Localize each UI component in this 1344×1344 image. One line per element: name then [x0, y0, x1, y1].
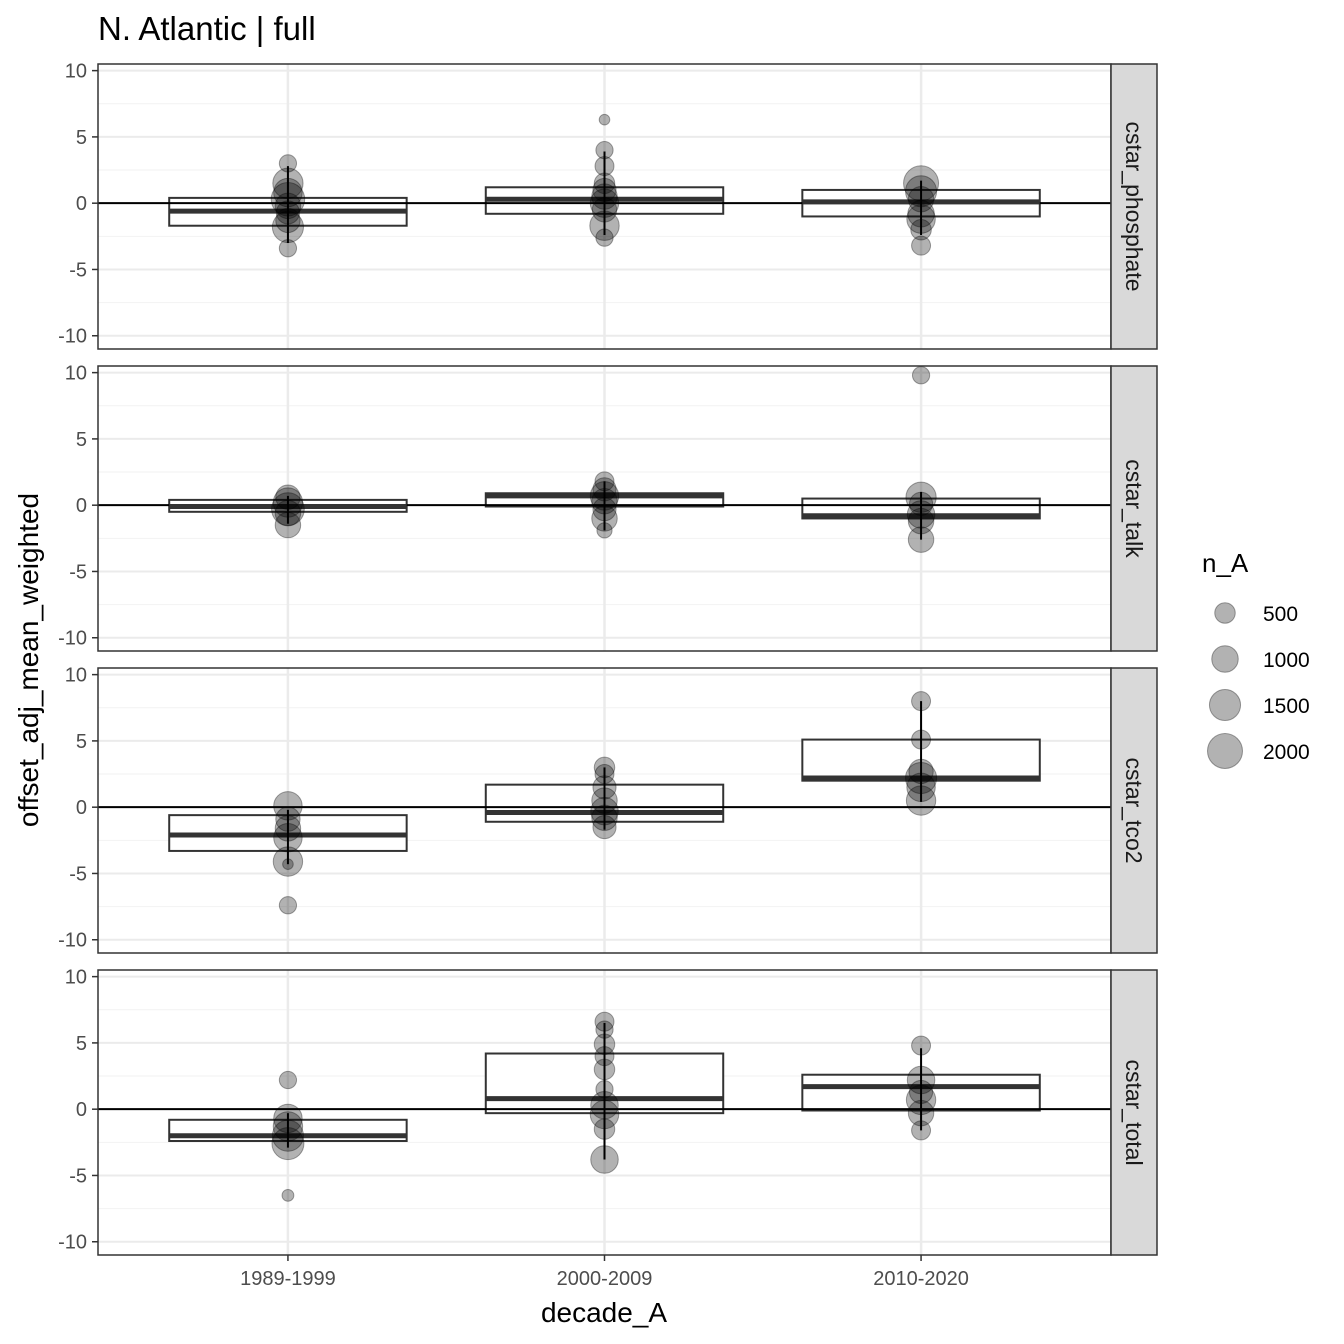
x-tick-label: 2000-2009: [557, 1268, 653, 1290]
y-tick-label: 5: [76, 1033, 87, 1055]
y-tick-label: 10: [65, 363, 87, 385]
y-tick-label: -5: [69, 863, 87, 885]
y-tick-label: -10: [58, 1232, 87, 1254]
facet-strip-label: cstar_tco2: [1121, 757, 1147, 863]
y-tick-label: 5: [76, 429, 87, 451]
y-axis-title: offset_adj_mean_weighted: [13, 493, 44, 827]
legend-size-key: [1208, 688, 1242, 722]
legend-size-key: [1214, 602, 1236, 624]
legend-size-label: 500: [1263, 603, 1298, 626]
y-tick-label: 10: [65, 665, 87, 687]
chart-title: N. Atlantic | full: [98, 10, 316, 47]
y-tick-label: 5: [76, 731, 87, 753]
y-tick-label: 10: [65, 61, 87, 83]
data-point: [911, 235, 932, 256]
y-tick-label: -5: [69, 561, 87, 583]
x-tick-label: 2010-2020: [873, 1268, 969, 1290]
facet-strip: [1110, 969, 1158, 1256]
x-axis-title: decade_A: [541, 1297, 667, 1328]
legend-size-key: [1211, 645, 1239, 673]
data-point: [281, 1188, 295, 1202]
data-point: [911, 366, 931, 385]
y-tick-label: -10: [58, 326, 87, 348]
facet-strip-label: cstar_total: [1121, 1059, 1147, 1165]
legend-title: n_A: [1202, 548, 1249, 578]
legend-size-label: 1000: [1263, 649, 1310, 672]
facet-strip-label: cstar_phosphate: [1121, 121, 1147, 291]
facet-panels: cstar_phosphate 10 5 0 -5 -10 cstar_talk 10 5 0 -5…: [58, 61, 1158, 1290]
y-tick-label: -10: [58, 628, 87, 650]
y-tick-label: 0: [76, 193, 87, 215]
facet-panel-cstar_tco2: cstar_tco2 10 5 0 -5 -10: [58, 665, 1158, 954]
facet-panel-cstar_phosphate: cstar_phosphate 10 5 0 -5 -10: [58, 61, 1158, 350]
y-tick-label: 0: [76, 1099, 87, 1121]
facet-strip: [1110, 63, 1158, 350]
facet-strip: [1110, 667, 1158, 954]
y-tick-label: -10: [58, 930, 87, 952]
y-tick-label: 0: [76, 495, 87, 517]
y-tick-label: 0: [76, 797, 87, 819]
legend-size-label: 1500: [1263, 695, 1310, 718]
facet-strip-label: cstar_talk: [1121, 459, 1147, 558]
facet-strip: [1110, 365, 1158, 652]
size-legend: n_A 500 1000 1500 2000: [1202, 548, 1310, 769]
y-tick-label: 10: [65, 967, 87, 989]
y-tick-label: -5: [69, 259, 87, 281]
data-point: [598, 113, 611, 126]
data-point: [278, 896, 298, 915]
legend-size-label: 2000: [1263, 741, 1310, 764]
facet-panel-cstar_total: cstar_total 10 5 0 -5 -10: [58, 967, 1158, 1256]
facet-panel-cstar_talk: cstar_talk 10 5 0 -5 -10: [58, 363, 1158, 652]
legend-size-key: [1207, 733, 1243, 769]
data-point: [278, 1070, 298, 1090]
y-tick-label: -5: [69, 1165, 87, 1187]
y-tick-label: 5: [76, 127, 87, 149]
x-tick-label: 1989-1999: [240, 1268, 336, 1290]
